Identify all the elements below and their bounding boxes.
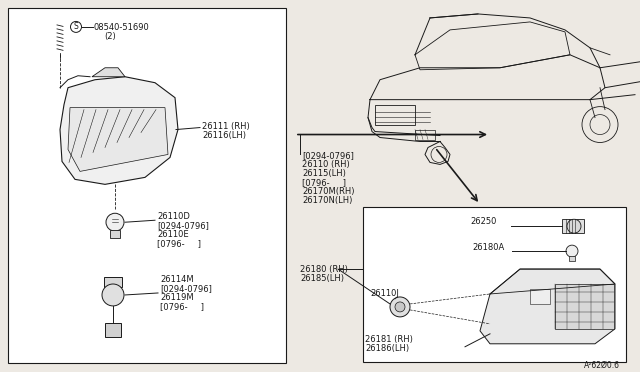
Text: [0294-0796]: [0294-0796] — [157, 221, 209, 230]
Text: [0796-     ]: [0796- ] — [157, 239, 201, 248]
Polygon shape — [60, 77, 178, 185]
Bar — [562, 219, 584, 233]
Bar — [104, 277, 122, 287]
Circle shape — [395, 302, 405, 312]
Text: 26110J: 26110J — [370, 289, 399, 298]
Text: [0294-0796]: [0294-0796] — [160, 284, 212, 293]
Text: 26181 (RH): 26181 (RH) — [365, 335, 413, 344]
Text: S: S — [74, 22, 78, 31]
Text: 26186(LH): 26186(LH) — [365, 344, 409, 353]
Circle shape — [70, 22, 81, 32]
Circle shape — [567, 219, 581, 233]
Circle shape — [566, 245, 578, 257]
Circle shape — [102, 284, 124, 306]
Text: 26180A: 26180A — [472, 243, 504, 252]
Circle shape — [106, 213, 124, 231]
Text: 26119M: 26119M — [160, 293, 194, 302]
Text: 26180 (RH): 26180 (RH) — [300, 265, 348, 274]
Text: [0796-     ]: [0796- ] — [302, 179, 346, 187]
Bar — [363, 207, 626, 362]
Text: 26110E: 26110E — [157, 230, 189, 239]
Bar — [8, 8, 286, 363]
Text: 08540-51690: 08540-51690 — [94, 23, 150, 32]
Bar — [105, 323, 121, 337]
Text: 26111 (RH): 26111 (RH) — [202, 122, 250, 131]
Text: (2): (2) — [104, 32, 116, 41]
Text: A²62Ø0.6: A²62Ø0.6 — [584, 361, 620, 370]
Bar — [375, 105, 415, 125]
Text: [0796-     ]: [0796- ] — [160, 302, 204, 311]
Polygon shape — [68, 108, 168, 171]
Bar — [530, 289, 550, 304]
Text: 26250: 26250 — [470, 217, 497, 226]
Text: 26170N(LH): 26170N(LH) — [302, 196, 353, 205]
Text: 26115(LH): 26115(LH) — [302, 169, 346, 179]
Bar — [415, 129, 435, 140]
Circle shape — [390, 297, 410, 317]
Text: 26110D: 26110D — [157, 212, 190, 221]
Polygon shape — [92, 68, 125, 77]
Polygon shape — [480, 269, 615, 344]
Bar — [569, 256, 575, 261]
Text: [0294-0796]: [0294-0796] — [302, 151, 354, 160]
Bar — [110, 230, 120, 238]
Text: 26170M(RH): 26170M(RH) — [302, 187, 355, 196]
Text: 26114M: 26114M — [160, 275, 194, 284]
Text: 26110 (RH): 26110 (RH) — [302, 160, 349, 169]
Text: 26185(LH): 26185(LH) — [300, 274, 344, 283]
Polygon shape — [555, 284, 614, 329]
Text: 26116(LH): 26116(LH) — [202, 131, 246, 140]
